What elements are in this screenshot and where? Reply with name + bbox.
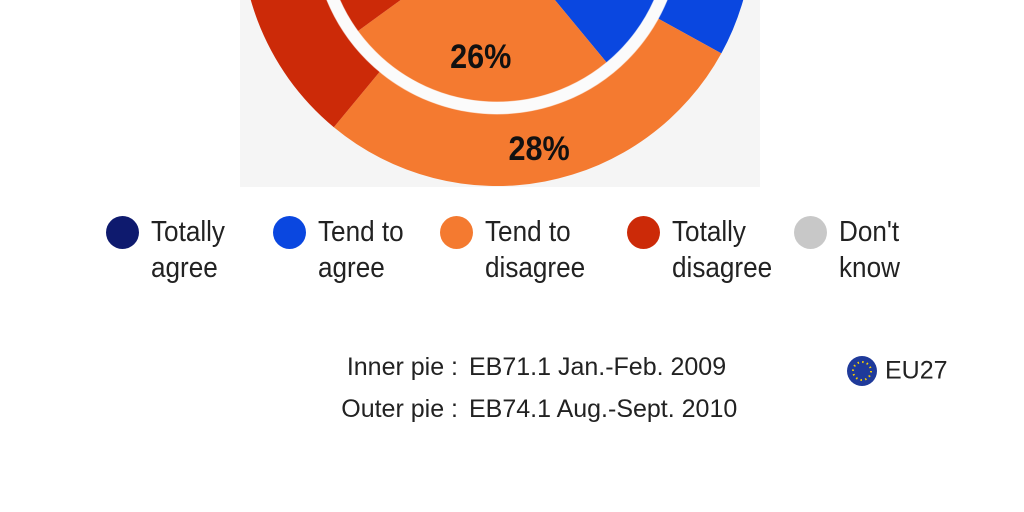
value-label: 28%: [509, 130, 570, 168]
pie-slice: [658, 0, 744, 54]
legend-label: Tend to disagree: [485, 216, 586, 284]
legend-item: Totally agree: [106, 214, 251, 286]
legend-label: Don't know: [839, 216, 900, 284]
pie-slice: [357, 0, 607, 103]
legend-item: Tend to disagree: [440, 214, 605, 286]
pie-slice: [554, 0, 655, 63]
note-value: EB71.1 Jan.-Feb. 2009: [469, 353, 727, 381]
legend-label: Totally agree: [151, 216, 225, 284]
legend-swatch: [627, 216, 660, 249]
legend-swatch: [106, 216, 139, 249]
note-value: EB74.1 Aug.-Sept. 2010: [469, 395, 738, 423]
note-key: Outer pie :: [341, 395, 458, 423]
legend-item: Totally disagree: [627, 214, 772, 286]
region-label: EU27: [885, 357, 948, 385]
flag-stars: [852, 361, 872, 381]
pie-slice: [339, 0, 401, 32]
pie-slice: [250, 0, 380, 128]
value-label: 26%: [450, 37, 511, 75]
eu-flag: [847, 356, 877, 386]
pie-slice: [333, 18, 722, 187]
flag-icon: [847, 356, 877, 386]
legend-swatch: [273, 216, 306, 249]
legend-label: Totally disagree: [672, 216, 773, 284]
legend-swatch: [794, 216, 827, 249]
legend-item: Don't know: [794, 214, 939, 286]
note-key: Inner pie :: [346, 353, 458, 381]
ring-separator: [326, 0, 668, 115]
pies: 26% 28%: [250, 0, 744, 187]
legend-label: Tend to agree: [318, 216, 404, 284]
legend: Totally agree Tend to agree Tend to disagr…: [106, 214, 961, 286]
legend-item: Tend to agree: [273, 214, 418, 286]
legend-swatch: [440, 216, 473, 249]
